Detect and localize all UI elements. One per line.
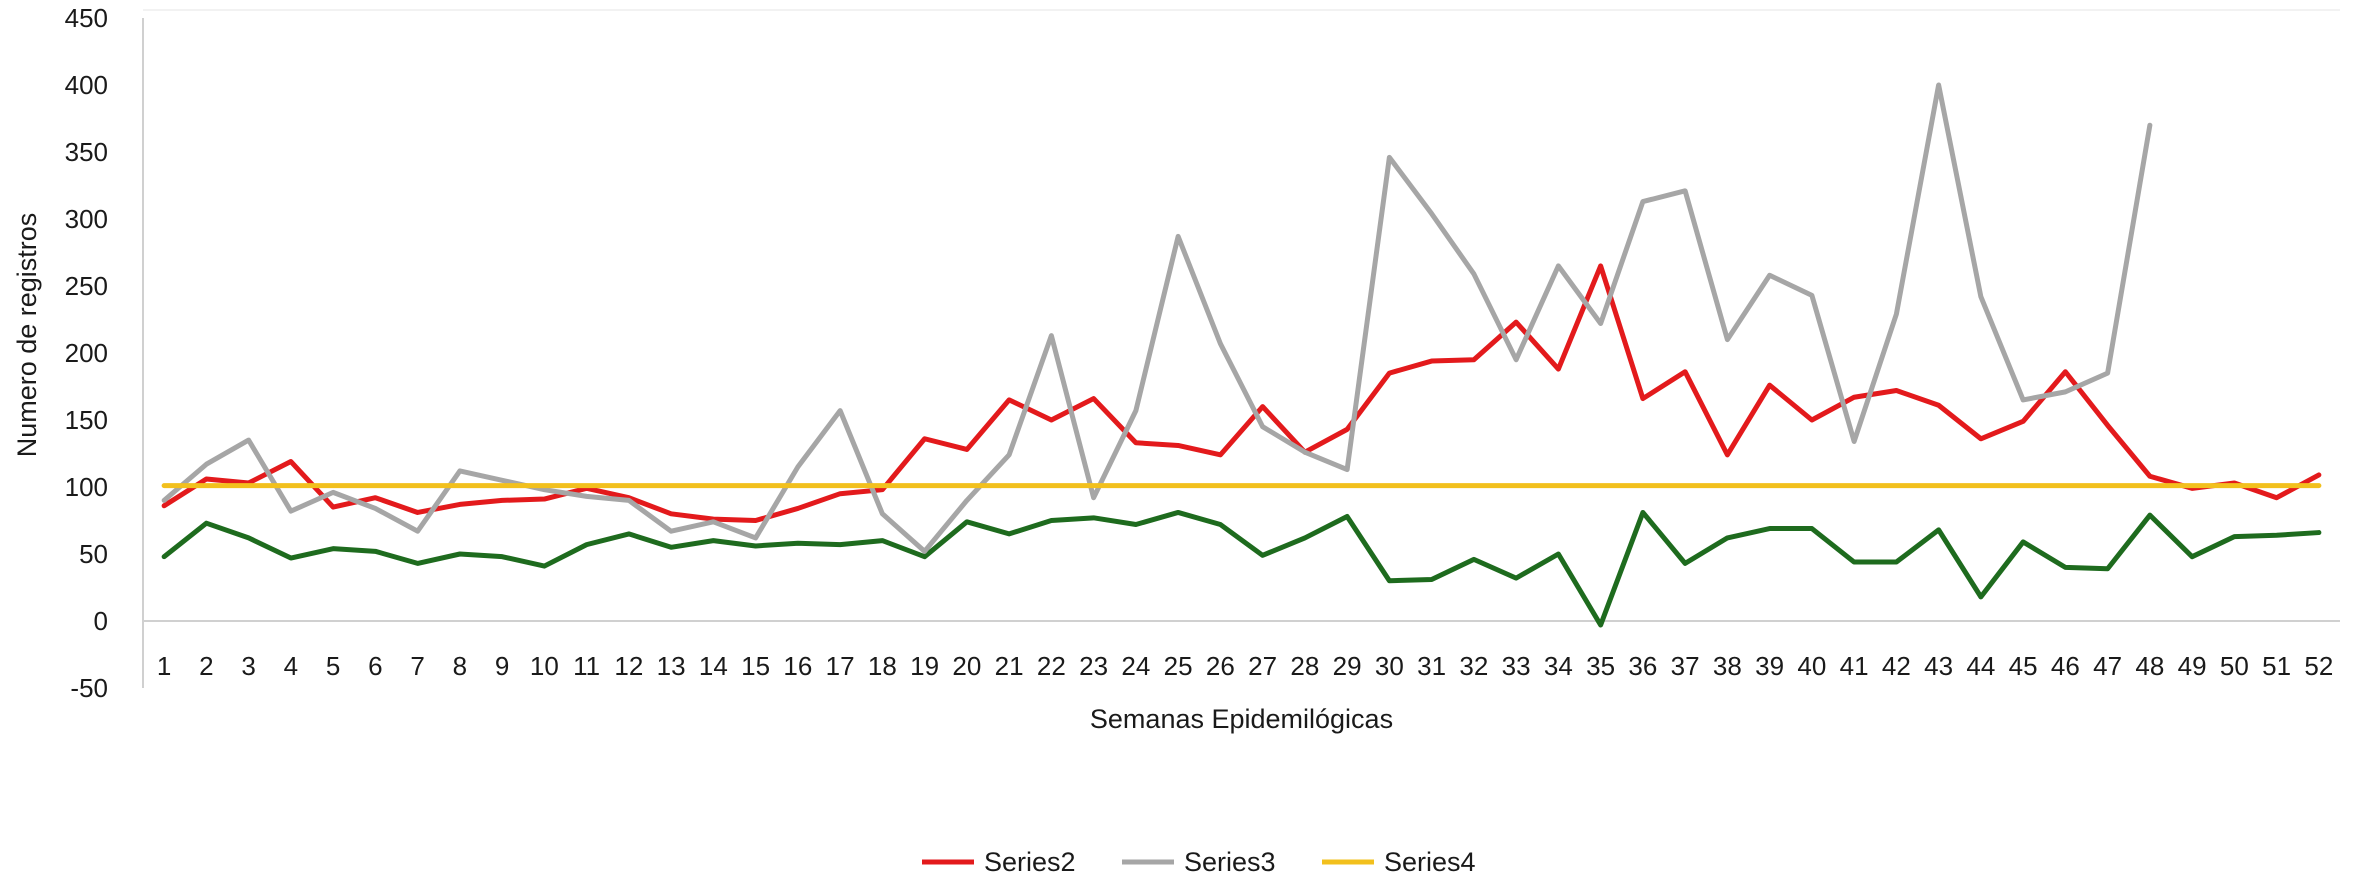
y-tick-label: -50 bbox=[70, 673, 108, 703]
x-tick-label: 40 bbox=[1797, 651, 1826, 681]
legend-label: Series3 bbox=[1184, 847, 1276, 873]
x-tick-label: 34 bbox=[1544, 651, 1573, 681]
x-tick-label: 47 bbox=[2093, 651, 2122, 681]
x-tick-label: 23 bbox=[1079, 651, 1108, 681]
series-line-series3 bbox=[161, 82, 2153, 554]
x-tick-label: 44 bbox=[1966, 651, 1995, 681]
y-tick-label: 250 bbox=[65, 271, 108, 301]
x-tick-label: 13 bbox=[657, 651, 686, 681]
x-tick-label: 28 bbox=[1290, 651, 1319, 681]
x-tick-label: 48 bbox=[2135, 651, 2164, 681]
x-tick-label: 50 bbox=[2220, 651, 2249, 681]
x-tick-label: 52 bbox=[2304, 651, 2333, 681]
x-tick-label: 10 bbox=[530, 651, 559, 681]
x-tick-label: 19 bbox=[910, 651, 939, 681]
x-tick-label: 16 bbox=[783, 651, 812, 681]
legend-label: Series4 bbox=[1384, 847, 1476, 873]
y-tick-label: 150 bbox=[65, 405, 108, 435]
y-tick-label: 450 bbox=[65, 3, 108, 33]
x-tick-label: 20 bbox=[952, 651, 981, 681]
x-tick-label: 35 bbox=[1586, 651, 1615, 681]
legend-item-series3: Series3 bbox=[1122, 847, 1276, 873]
x-axis: 1 2 3 4 5 6 7 8 9 10 11 12 13 14 15 16 17 18 19 20 21 22 23 24 2… bbox=[143, 620, 2340, 681]
x-axis-title: Semanas Epidemilógicas bbox=[1090, 704, 1393, 734]
x-tick-label: 42 bbox=[1882, 651, 1911, 681]
x-tick-label: 30 bbox=[1375, 651, 1404, 681]
legend: Series2 Series3 Series4 bbox=[922, 847, 1476, 873]
x-tick-label: 11 bbox=[573, 651, 600, 681]
x-tick-label: 25 bbox=[1164, 651, 1193, 681]
x-tick-label: 45 bbox=[2009, 651, 2038, 681]
y-axis-title: Numero de registros bbox=[12, 213, 42, 458]
x-tick-label: 24 bbox=[1121, 651, 1150, 681]
x-tick-label: 21 bbox=[995, 651, 1024, 681]
x-tick-label: 17 bbox=[826, 651, 855, 681]
x-tick-label: 1 bbox=[157, 651, 171, 681]
x-tick-label: 3 bbox=[241, 651, 255, 681]
x-tick-label: 27 bbox=[1248, 651, 1277, 681]
y-tick-label: 200 bbox=[65, 338, 108, 368]
x-tick-label: 18 bbox=[868, 651, 897, 681]
x-tick-label: 49 bbox=[2178, 651, 2207, 681]
x-tick-label: 14 bbox=[699, 651, 728, 681]
x-tick-label: 37 bbox=[1671, 651, 1700, 681]
x-tick-label: 4 bbox=[284, 651, 298, 681]
x-tick-label: 32 bbox=[1459, 651, 1488, 681]
x-tick-label: 31 bbox=[1417, 651, 1446, 681]
x-tick-label: 7 bbox=[410, 651, 424, 681]
x-tick-label: 12 bbox=[614, 651, 643, 681]
y-axis: 450 400 350 300 250 200 150 100 50 0 -50 bbox=[65, 3, 108, 703]
x-tick-label: 43 bbox=[1924, 651, 1953, 681]
x-tick-label: 9 bbox=[495, 651, 509, 681]
x-tick-label: 26 bbox=[1206, 651, 1235, 681]
x-tick-label: 22 bbox=[1037, 651, 1066, 681]
series-line-unnamed bbox=[161, 509, 2322, 628]
legend-item-series2: Series2 bbox=[922, 847, 1076, 873]
plot-area bbox=[142, 9, 2340, 688]
legend-label: Series2 bbox=[984, 847, 1076, 873]
y-tick-label: 0 bbox=[94, 606, 108, 636]
y-tick-label: 100 bbox=[65, 472, 108, 502]
x-tick-label: 41 bbox=[1840, 651, 1869, 681]
y-tick-label: 400 bbox=[65, 70, 108, 100]
x-tick-label: 15 bbox=[741, 651, 770, 681]
series-layer bbox=[161, 82, 2322, 628]
x-tick-label: 39 bbox=[1755, 651, 1784, 681]
y-tick-label: 350 bbox=[65, 137, 108, 167]
x-tick-label: 8 bbox=[453, 651, 467, 681]
x-tick-label: 51 bbox=[2262, 651, 2291, 681]
x-tick-label: 2 bbox=[199, 651, 213, 681]
series-line-series2 bbox=[161, 263, 2322, 523]
x-tick-label: 36 bbox=[1628, 651, 1657, 681]
y-tick-label: 300 bbox=[65, 204, 108, 234]
legend-item-series4: Series4 bbox=[1322, 847, 1476, 873]
x-tick-label: 6 bbox=[368, 651, 382, 681]
x-tick-label: 33 bbox=[1502, 651, 1531, 681]
x-tick-label: 46 bbox=[2051, 651, 2080, 681]
y-tick-label: 50 bbox=[79, 539, 108, 569]
x-tick-label: 38 bbox=[1713, 651, 1742, 681]
x-tick-label: 5 bbox=[326, 651, 340, 681]
x-tick-label: 29 bbox=[1333, 651, 1362, 681]
